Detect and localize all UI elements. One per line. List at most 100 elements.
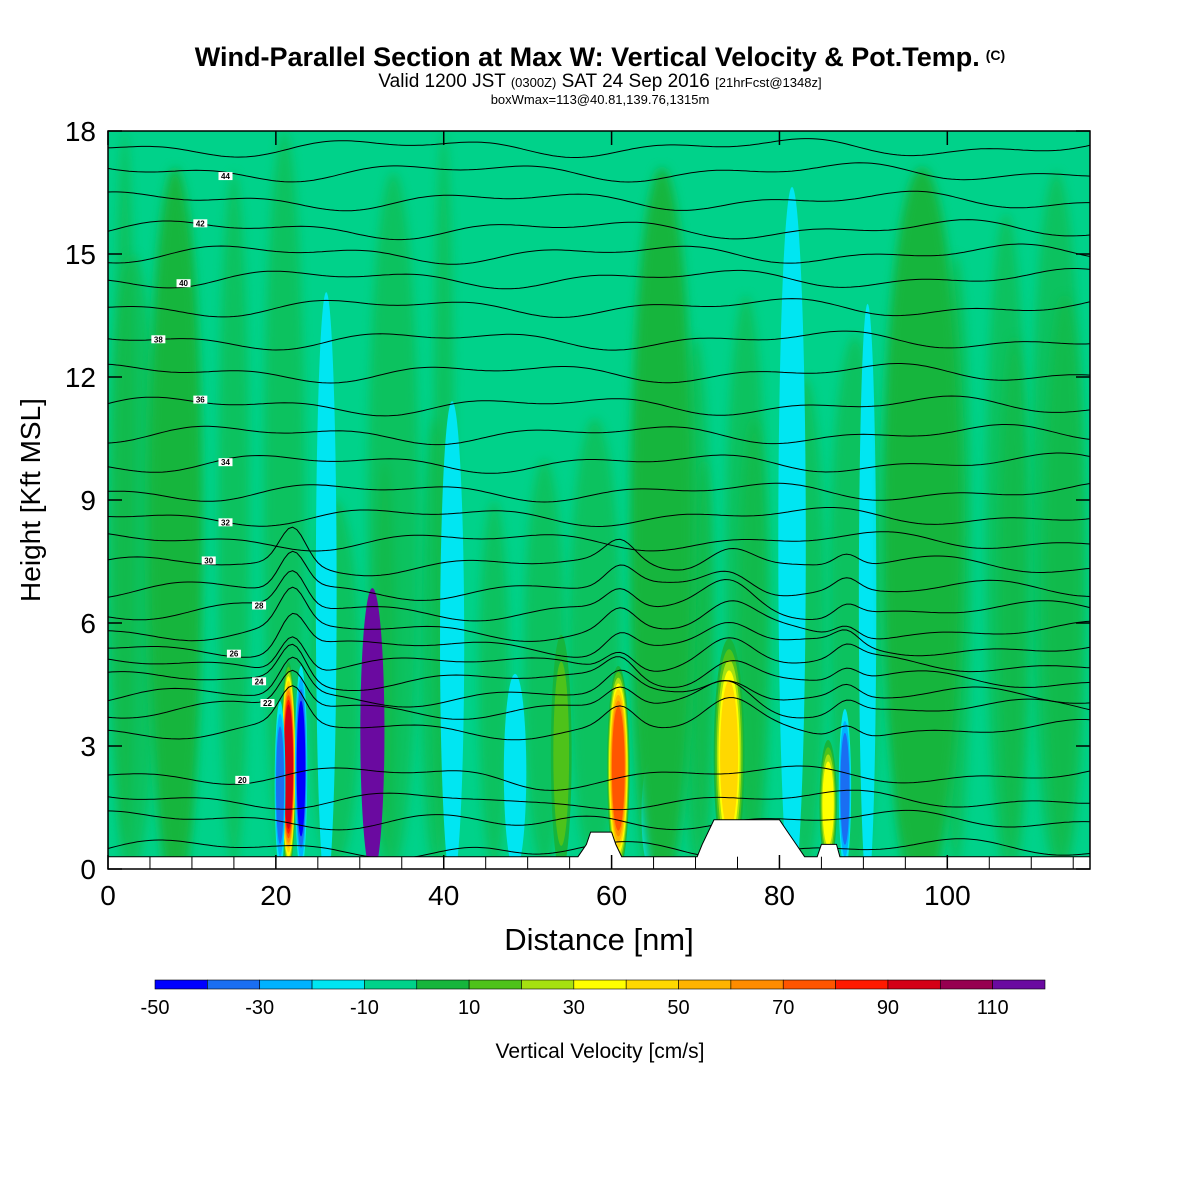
- theta-contour: [108, 452, 1090, 474]
- theta-contour: [108, 669, 1090, 720]
- contour-label: 22: [263, 699, 272, 708]
- contour-label: 28: [255, 602, 264, 611]
- theta-contours: 20 22 24 26 28 30 32 34 36 38 40 42 44: [108, 138, 1090, 860]
- colorbar-swatch: [207, 979, 261, 990]
- velocity-feature: [611, 706, 625, 831]
- colorbar-tick-label: -50: [141, 997, 170, 1019]
- contour-label-bg: [226, 649, 241, 658]
- velocity-feature: [147, 167, 203, 869]
- y-tick-label: 0: [80, 854, 96, 885]
- contour-label-bg: [252, 677, 267, 686]
- chart-title-text: Wind-Parallel Section at Max W: Vertical…: [194, 42, 980, 72]
- contour-label-bg: [201, 556, 216, 565]
- colorbar-swatch: [939, 979, 993, 990]
- theta-contour: [108, 138, 1090, 158]
- theta-contour: [108, 685, 1090, 741]
- colorbar-tick-label: 70: [772, 997, 794, 1019]
- velocity-feature: [360, 588, 385, 869]
- x-axis-label: Distance [nm]: [504, 922, 694, 957]
- contour-label: 30: [204, 556, 213, 565]
- theta-contour: [108, 531, 1090, 552]
- colorbar-tick-label: -10: [350, 997, 379, 1019]
- copyright-mark: (C): [985, 47, 1006, 63]
- colorbar-label: Vertical Velocity [cm/s]: [496, 1040, 705, 1063]
- velocity-band: [108, 254, 159, 869]
- velocity-feature: [440, 401, 465, 869]
- velocity-band: [738, 418, 770, 869]
- velocity-feature: [822, 761, 834, 846]
- terrain: [108, 819, 1090, 869]
- theta-contour: [108, 190, 1090, 212]
- theta-contour: [108, 789, 1090, 811]
- velocity-feature: [503, 673, 527, 869]
- theta-contour: [108, 656, 1090, 708]
- contour-label: 26: [229, 650, 238, 659]
- velocity-band: [693, 459, 715, 869]
- contour-label-bg: [260, 699, 275, 708]
- velocity-band: [263, 131, 305, 869]
- velocity-band: [998, 336, 1030, 869]
- colorbar-tick-label: 30: [563, 997, 585, 1019]
- x-tick-label: 20: [260, 880, 291, 911]
- velocity-feature: [296, 700, 306, 837]
- contour-label-bg: [218, 518, 233, 527]
- contour-label-bg: [151, 335, 166, 344]
- theta-contour: [108, 243, 1090, 265]
- contour-label: 38: [154, 335, 163, 344]
- colorbar-swatch: [678, 979, 732, 990]
- y-tick-label: 3: [80, 731, 96, 762]
- colorbar-tick-label: -30: [245, 997, 274, 1019]
- velocity-feature: [283, 704, 293, 829]
- theta-contour: [108, 643, 1090, 691]
- theta-contour: [108, 363, 1090, 384]
- colorbar-swatch: [468, 979, 522, 990]
- x-tick-label: 100: [924, 880, 971, 911]
- theta-contour: [108, 636, 1090, 673]
- colorbar-swatch: [887, 979, 941, 990]
- valid-label: Valid 1200 JST: [378, 71, 506, 92]
- theta-contour: [108, 330, 1090, 351]
- theta-contour: [108, 424, 1090, 446]
- contour-label-bg: [235, 775, 250, 784]
- theta-contour: [108, 268, 1090, 290]
- contour-label: 36: [196, 396, 205, 405]
- theta-contour: [108, 395, 1090, 417]
- velocity-feature: [858, 303, 877, 869]
- velocity-feature: [882, 167, 962, 869]
- x-tick-label: 0: [100, 880, 116, 911]
- theta-contour: [108, 765, 1090, 791]
- theta-contour: [108, 507, 1090, 528]
- colorbar-swatch: [259, 979, 313, 990]
- theta-contour: [108, 526, 1090, 577]
- contour-label: 42: [196, 219, 205, 228]
- y-axis-label: Height [Kft MSL]: [15, 398, 46, 602]
- forecast-info: [21hrFcst@1348z]: [715, 75, 822, 90]
- contour-label-bg: [218, 172, 233, 181]
- theta-contour: [108, 162, 1090, 183]
- contour-label: 34: [221, 458, 230, 467]
- colorbar-swatch: [992, 979, 1046, 990]
- contour-label: 20: [238, 776, 247, 785]
- velocity-features: [147, 167, 962, 869]
- contour-label: 40: [179, 279, 188, 288]
- colorbar-swatch: [573, 979, 627, 990]
- colorbar-tick-label: 90: [877, 997, 899, 1019]
- contour-label-bg: [218, 458, 233, 467]
- colorbar-swatch: [730, 979, 784, 990]
- contour-label: 32: [221, 518, 230, 527]
- x-tick-label: 60: [596, 880, 627, 911]
- contour-label-bg: [176, 279, 191, 288]
- colorbar-tick-label: 10: [458, 997, 480, 1019]
- x-tick-label: 80: [764, 880, 795, 911]
- utc-time: (0300Z): [510, 75, 557, 90]
- y-tick-label: 9: [80, 485, 96, 516]
- valid-date: SAT 24 Sep 2016: [561, 71, 710, 92]
- velocity-feature: [553, 661, 570, 846]
- title-block: Wind-Parallel Section at Max W: Vertical…: [0, 40, 1200, 107]
- colorbar-swatch: [625, 979, 679, 990]
- colorbar-swatch: [416, 979, 470, 990]
- contour-label-bg: [193, 395, 208, 404]
- theta-contour: [108, 219, 1090, 241]
